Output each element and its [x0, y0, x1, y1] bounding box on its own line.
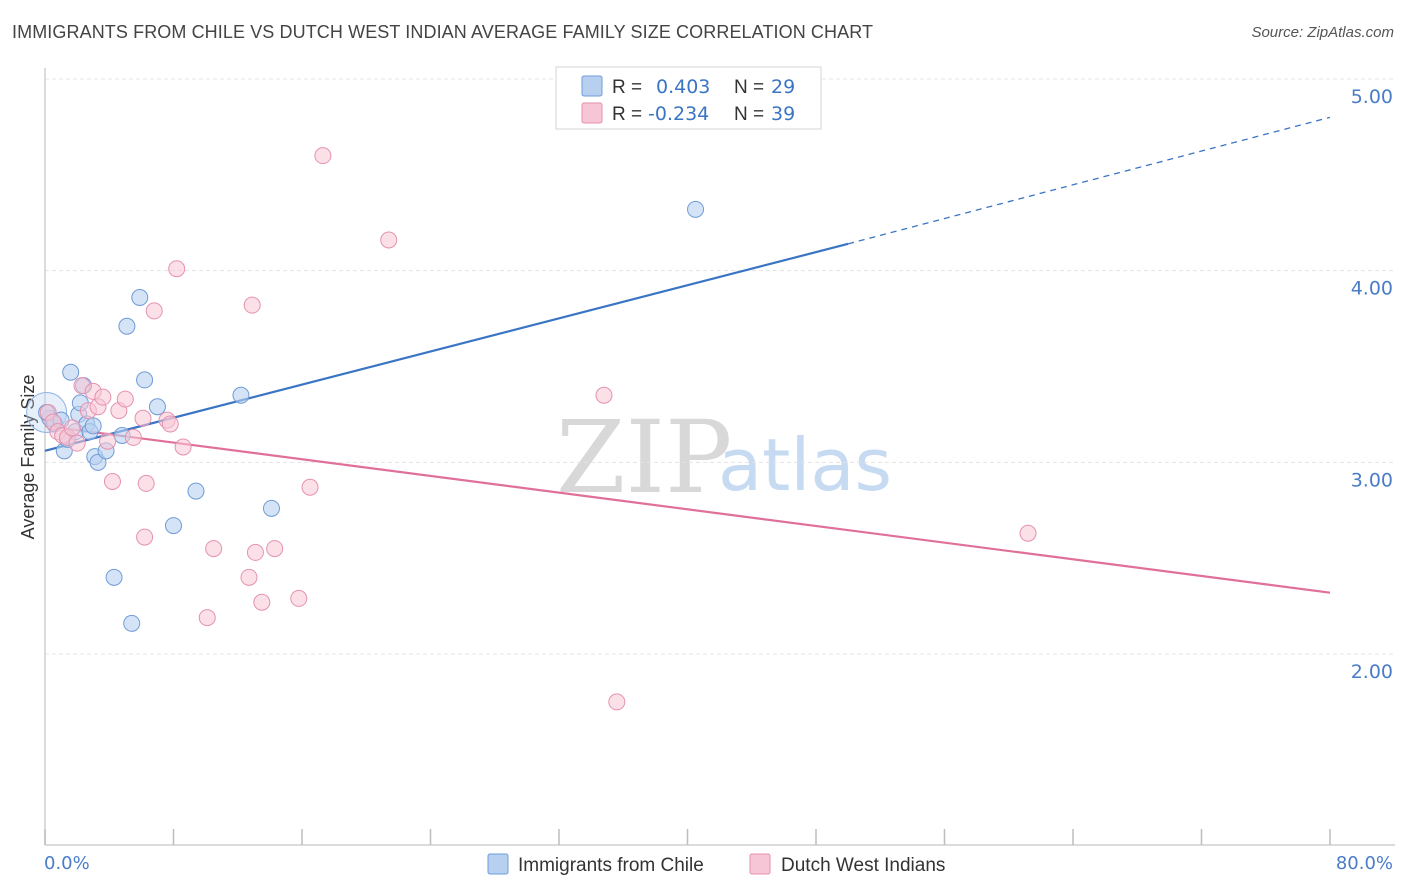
legend-n-value-pink: 39 [771, 103, 795, 125]
data-point-dutch-west-indians-28 [243, 296, 261, 314]
data-point-chile-12 [84, 417, 102, 435]
data-point-dutch-west-indians-35 [380, 231, 398, 249]
data-point-dutch-west-indians-36 [595, 386, 613, 404]
axes [44, 68, 1395, 846]
data-point-dutch-west-indians-19 [137, 474, 155, 492]
watermark-zip: ZIP [556, 399, 732, 516]
data-point-dutch-west-indians-38 [1019, 524, 1037, 542]
legend-r-label-blue: R = [612, 77, 642, 98]
legend-r-label-pink: R = [612, 104, 642, 125]
y-tick-label-2: 4.00 [1351, 278, 1393, 300]
data-point-chile-20 [131, 289, 149, 306]
data-point-dutch-west-indians-26 [205, 540, 223, 558]
data-point-dutch-west-indians-16 [124, 428, 142, 446]
series-dutch-west-indians [39, 147, 1037, 711]
data-point-chile-22 [148, 398, 166, 416]
data-point-chile-23 [165, 517, 182, 535]
legend-n-label-blue: N = [734, 77, 764, 98]
data-point-dutch-west-indians-32 [290, 589, 308, 607]
data-point-chile-26 [262, 499, 280, 517]
bottom-legend-label-blue: Immigrants from Chile [518, 855, 704, 876]
trend-lines [44, 116, 1331, 594]
trend-line-dutch-west-indians [44, 424, 1331, 594]
legend-n-value-blue: 29 [771, 76, 795, 98]
data-point-dutch-west-indians-11 [94, 388, 112, 406]
y-tick-labels: 2.00 3.00 4.00 5.00 [1351, 86, 1393, 683]
watermark-atlas: atlas [718, 423, 892, 507]
legend: R = 0.403 N = 29 R = -0.234 N = 39 [555, 66, 822, 130]
data-point-chile-21 [136, 371, 154, 389]
data-point-dutch-west-indians-12 [99, 432, 117, 450]
y-axis-label: Average Family Size [18, 375, 38, 540]
data-point-chile-19 [123, 614, 141, 632]
gridlines [45, 78, 1395, 655]
bottom-legend-swatch-blue [487, 853, 509, 875]
bottom-legend-swatch-pink [749, 853, 771, 875]
data-point-dutch-west-indians-33 [301, 478, 319, 496]
data-point-dutch-west-indians-23 [168, 260, 186, 278]
data-point-chile-16 [105, 568, 123, 586]
y-tick-label-3: 5.00 [1351, 86, 1393, 108]
data-point-dutch-west-indians-37 [608, 693, 626, 711]
data-point-dutch-west-indians-29 [246, 543, 264, 561]
trend-line-immigrants-from-chile [44, 242, 849, 452]
x-tick-label-0: 0.0% [44, 853, 90, 874]
data-point-dutch-west-indians-22 [161, 415, 179, 433]
data-point-dutch-west-indians-18 [136, 528, 154, 546]
data-point-dutch-west-indians-20 [145, 302, 163, 320]
data-point-dutch-west-indians-13 [103, 473, 121, 490]
x-tick-label-1: 80.0% [1336, 853, 1393, 874]
data-point-chile-27 [687, 200, 705, 218]
bottom-legend-label-pink: Dutch West Indians [781, 855, 945, 876]
data-point-dutch-west-indians-6 [68, 434, 86, 452]
data-point-chile-18 [118, 317, 136, 335]
data-point-chile-24 [187, 482, 205, 500]
legend-r-value-pink: -0.234 [648, 103, 709, 125]
bottom-legend: Immigrants from Chile Dutch West Indians [487, 853, 945, 876]
data-point-chile-5 [62, 363, 80, 381]
trend-line-extension-immigrants-from-chile [847, 116, 1331, 245]
data-point-dutch-west-indians-25 [198, 609, 216, 627]
data-point-dutch-west-indians-34 [314, 147, 332, 165]
source-credit: Source: ZipAtlas.com [1251, 24, 1394, 41]
data-point-dutch-west-indians-5 [63, 419, 81, 437]
data-point-dutch-west-indians-15 [116, 390, 134, 408]
y-tick-label-0: 2.00 [1351, 661, 1393, 683]
legend-r-value-blue: 0.403 [656, 76, 710, 98]
data-point-dutch-west-indians-27 [240, 568, 258, 586]
data-point-dutch-west-indians-30 [253, 593, 271, 611]
x-tick-labels: 0.0% 80.0% [44, 853, 1393, 874]
data-point-dutch-west-indians-17 [134, 409, 152, 427]
chart-title: IMMIGRANTS FROM CHILE VS DUTCH WEST INDI… [12, 22, 874, 42]
y-tick-label-1: 3.00 [1351, 469, 1393, 491]
data-point-chile-25 [232, 386, 250, 404]
legend-swatch-pink [581, 102, 603, 124]
data-point-dutch-west-indians-31 [266, 540, 284, 558]
legend-swatch-blue [581, 75, 603, 97]
legend-n-label-pink: N = [734, 104, 764, 125]
data-point-dutch-west-indians-24 [174, 438, 192, 456]
data-point-chile-14 [89, 453, 107, 471]
